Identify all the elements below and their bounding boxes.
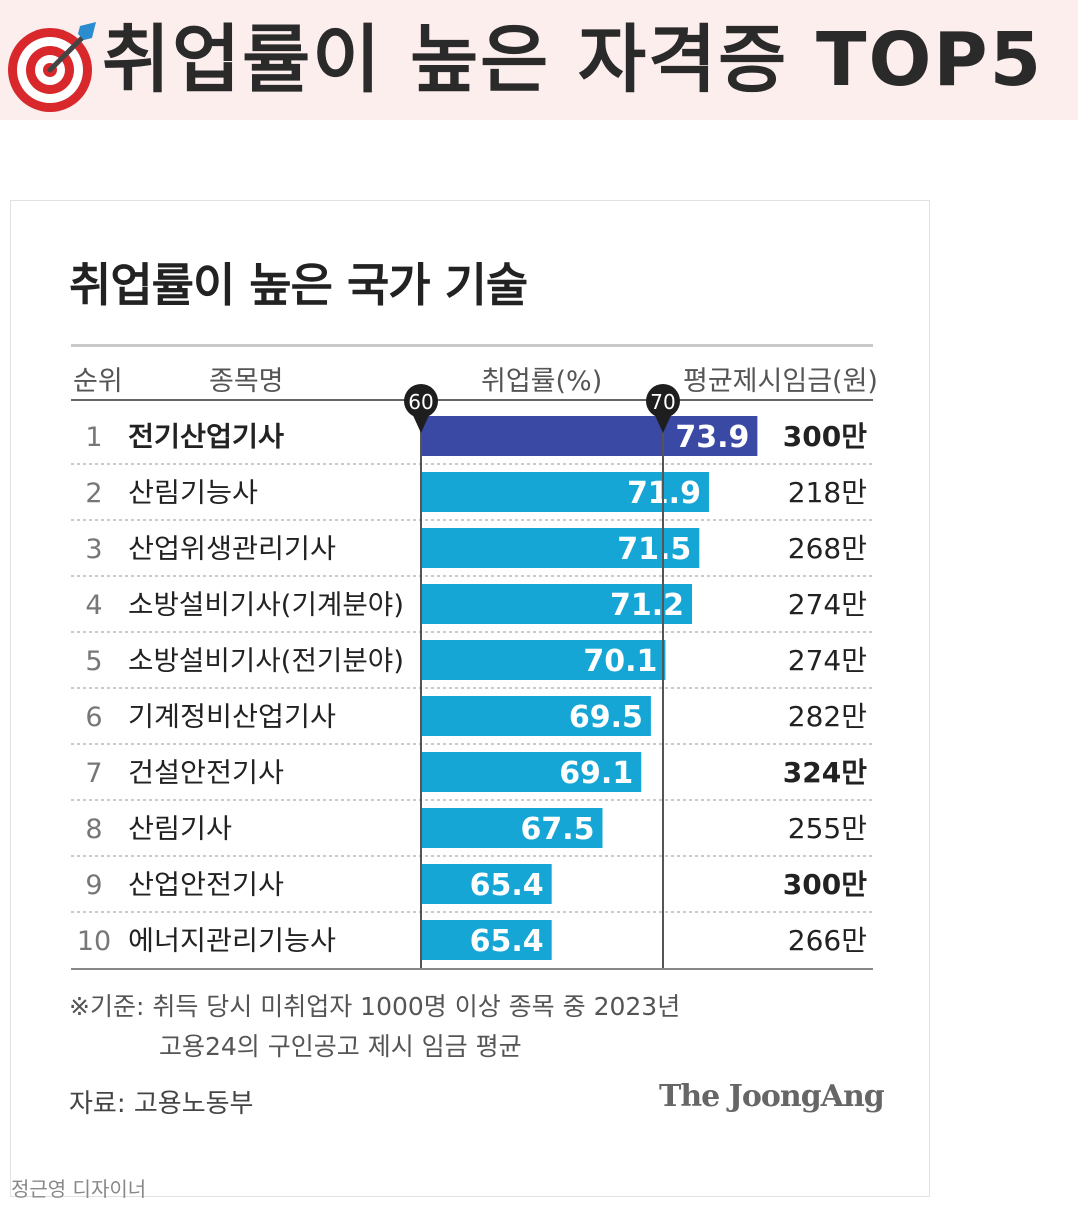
bottom-rule	[71, 968, 873, 970]
rate-value-label: 70.1	[583, 644, 657, 679]
rank-label: 7	[85, 758, 102, 789]
wage-value: 274만	[788, 644, 867, 677]
wage-value: 300만	[783, 868, 867, 901]
designer-credit: 정근영 디자이너	[11, 1177, 147, 1201]
rate-bar	[421, 864, 552, 904]
wage-value: 324만	[783, 756, 867, 789]
column-header-rate: 취업률(%)	[481, 366, 603, 397]
rate-value-label: 71.5	[617, 532, 691, 567]
reference-marker-tip	[411, 411, 431, 433]
rank-label: 6	[85, 702, 102, 733]
item-name: 에너지관리기능사	[128, 926, 336, 957]
rank-label: 2	[85, 478, 102, 509]
reference-marker-pin	[404, 384, 438, 418]
title-banner: 취업률이 높은 자격증 TOP5	[0, 0, 1078, 120]
item-name: 소방설비기사(기계분야)	[128, 590, 404, 621]
item-name: 산업안전기사	[128, 870, 284, 901]
item-name: 기계정비산업기사	[128, 702, 336, 733]
rank-label: 9	[85, 870, 102, 901]
rank-label: 8	[85, 814, 102, 845]
rate-bar	[421, 640, 666, 680]
item-name: 소방설비기사(전기분야)	[128, 646, 404, 677]
wage-value: 218만	[788, 476, 867, 509]
rate-value-label: 65.4	[470, 868, 544, 903]
rate-value-label: 69.1	[559, 756, 633, 791]
rate-bar	[421, 920, 552, 960]
note-line-2: 고용24의 구인공고 제시 임금 평균	[159, 1032, 522, 1061]
rate-value-label: 65.4	[470, 924, 544, 959]
rank-label: 10	[77, 926, 111, 957]
rate-bar	[421, 696, 651, 736]
wage-value: 300만	[783, 420, 867, 453]
wage-value: 274만	[788, 588, 867, 621]
rate-bar	[421, 752, 642, 792]
rate-bar	[421, 416, 758, 456]
chart-title: 취업률이 높은 국가 기술	[69, 258, 528, 312]
rate-bar	[421, 808, 603, 848]
item-name: 산림기능사	[128, 478, 258, 509]
wage-value: 268만	[788, 532, 867, 565]
rate-value-label: 67.5	[520, 812, 594, 847]
item-name: 건설안전기사	[128, 758, 284, 789]
top-rule	[71, 344, 873, 347]
column-header-name: 종목명	[209, 366, 284, 397]
item-name: 전기산업기사	[128, 422, 284, 453]
header-rule	[71, 399, 873, 401]
rate-value-label: 71.2	[610, 588, 684, 623]
rate-bar	[421, 584, 693, 624]
rank-label: 4	[85, 590, 102, 621]
reference-marker-label: 70	[650, 390, 675, 414]
rate-value-label: 73.9	[675, 420, 749, 455]
source-label: 자료: 고용노동부	[69, 1089, 254, 1119]
rank-label: 5	[85, 646, 102, 677]
target-dart-icon	[8, 22, 96, 112]
column-header-wage: 평균제시임금(원)	[683, 366, 878, 397]
wage-value: 282만	[788, 700, 867, 733]
rate-bar	[421, 528, 700, 568]
rate-value-label: 69.5	[569, 700, 643, 735]
item-name: 산업위생관리기사	[128, 534, 336, 565]
wage-value: 266만	[788, 924, 867, 957]
wage-value: 255만	[788, 812, 867, 845]
reference-marker-tip	[653, 411, 673, 433]
rank-label: 3	[85, 534, 102, 565]
item-name: 산림기사	[128, 814, 232, 845]
brand-logo: The JoongAng	[659, 1079, 885, 1114]
column-header-rank: 순위	[73, 366, 123, 397]
rate-bar	[421, 472, 709, 512]
reference-marker-label: 60	[408, 390, 433, 414]
rank-label: 1	[85, 422, 102, 453]
note-line-1: ※기준: 취득 당시 미취업자 1000명 이상 종목 중 2023년	[69, 992, 681, 1021]
banner-title: 취업률이 높은 자격증 TOP5	[102, 17, 1044, 103]
reference-marker-pin	[646, 384, 680, 418]
